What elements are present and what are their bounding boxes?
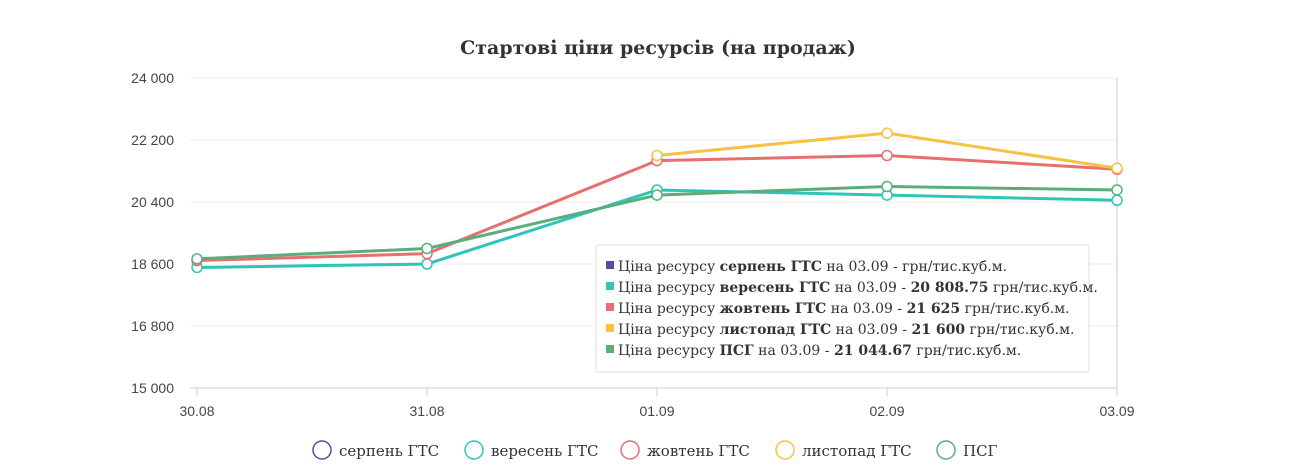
tooltip-row: Ціна ресурсу серпень ГТС на 03.09 - грн/… [618, 259, 1007, 275]
legend-marker [620, 440, 640, 460]
data-point[interactable] [421, 242, 433, 255]
series[interactable] [191, 180, 1123, 265]
legend-marker [464, 440, 484, 460]
tooltip-swatch [606, 324, 614, 332]
tooltip-swatch [606, 303, 614, 311]
data-point[interactable] [1111, 162, 1123, 174]
legend-item[interactable]: жовтень ГТС [620, 440, 750, 460]
data-point[interactable] [1111, 184, 1123, 196]
legend-item[interactable]: вересень ГТС [464, 440, 598, 460]
data-point[interactable] [651, 149, 663, 162]
legend[interactable]: серпень ГТС вересень ГТС жовтень ГТС листоп… [312, 440, 998, 460]
x-tick-label: 01.09 [639, 403, 674, 419]
tooltip-row: Ціна ресурсу ПСГ на 03.09 - 21 044.67 гр… [618, 343, 1021, 359]
tooltip-swatch [606, 261, 614, 269]
series[interactable] [651, 127, 1123, 174]
tooltip-row: Ціна ресурсу жовтень ГТС на 03.09 - 21 6… [618, 301, 1070, 317]
x-tick-label: 30.08 [179, 403, 214, 419]
data-point[interactable] [1111, 194, 1123, 207]
y-tick-label: 20 400 [131, 194, 174, 210]
y-tick-label: 18 600 [131, 256, 174, 272]
x-tick-label: 31.08 [409, 403, 444, 419]
data-point[interactable] [651, 189, 663, 201]
y-tick-label: 16 800 [131, 318, 174, 334]
legend-marker [312, 440, 332, 460]
y-axis: 15 000 16 800 18 600 20 400 22 200 24 000 [131, 70, 174, 396]
tooltip-swatch [606, 345, 614, 353]
y-tick-label: 15 000 [131, 380, 174, 396]
tooltip-box [595, 244, 1090, 373]
legend-label: жовтень ГТС [647, 442, 750, 460]
y-tick-label: 24 000 [131, 70, 174, 86]
legend-label: листопад ГТС [802, 442, 912, 460]
legend-label: ПСГ [963, 442, 998, 460]
chart-title: Стартові ціни ресурсів (на продаж) [460, 37, 856, 59]
tooltip-row: Ціна ресурсу листопад ГТС на 03.09 - 21 … [618, 322, 1074, 338]
series-lines[interactable] [191, 127, 1123, 274]
legend-label: вересень ГТС [491, 442, 598, 460]
y-tick-label: 22 200 [131, 132, 174, 148]
data-point[interactable] [421, 258, 433, 270]
x-tick-label: 02.09 [869, 403, 904, 419]
tooltip-row: Ціна ресурсу вересень ГТС на 03.09 - 20 … [618, 280, 1098, 296]
legend-label: серпень ГТС [339, 442, 439, 460]
x-axis: 30.08 31.08 01.09 02.09 03.09 [179, 388, 1135, 419]
legend-marker [936, 440, 956, 460]
tooltip: Ціна ресурсу серпень ГТС на 03.09 - грн/… [595, 244, 1098, 373]
legend-item[interactable]: листопад ГТС [775, 440, 912, 460]
data-point[interactable] [881, 127, 893, 139]
tooltip-swatch [606, 282, 614, 290]
legend-marker [775, 440, 795, 460]
legend-item[interactable]: ПСГ [936, 440, 998, 460]
data-point[interactable] [191, 253, 203, 265]
data-point[interactable] [881, 180, 893, 193]
data-point[interactable] [881, 149, 893, 162]
x-tick-label: 03.09 [1099, 403, 1134, 419]
legend-item[interactable]: серпень ГТС [312, 440, 439, 460]
